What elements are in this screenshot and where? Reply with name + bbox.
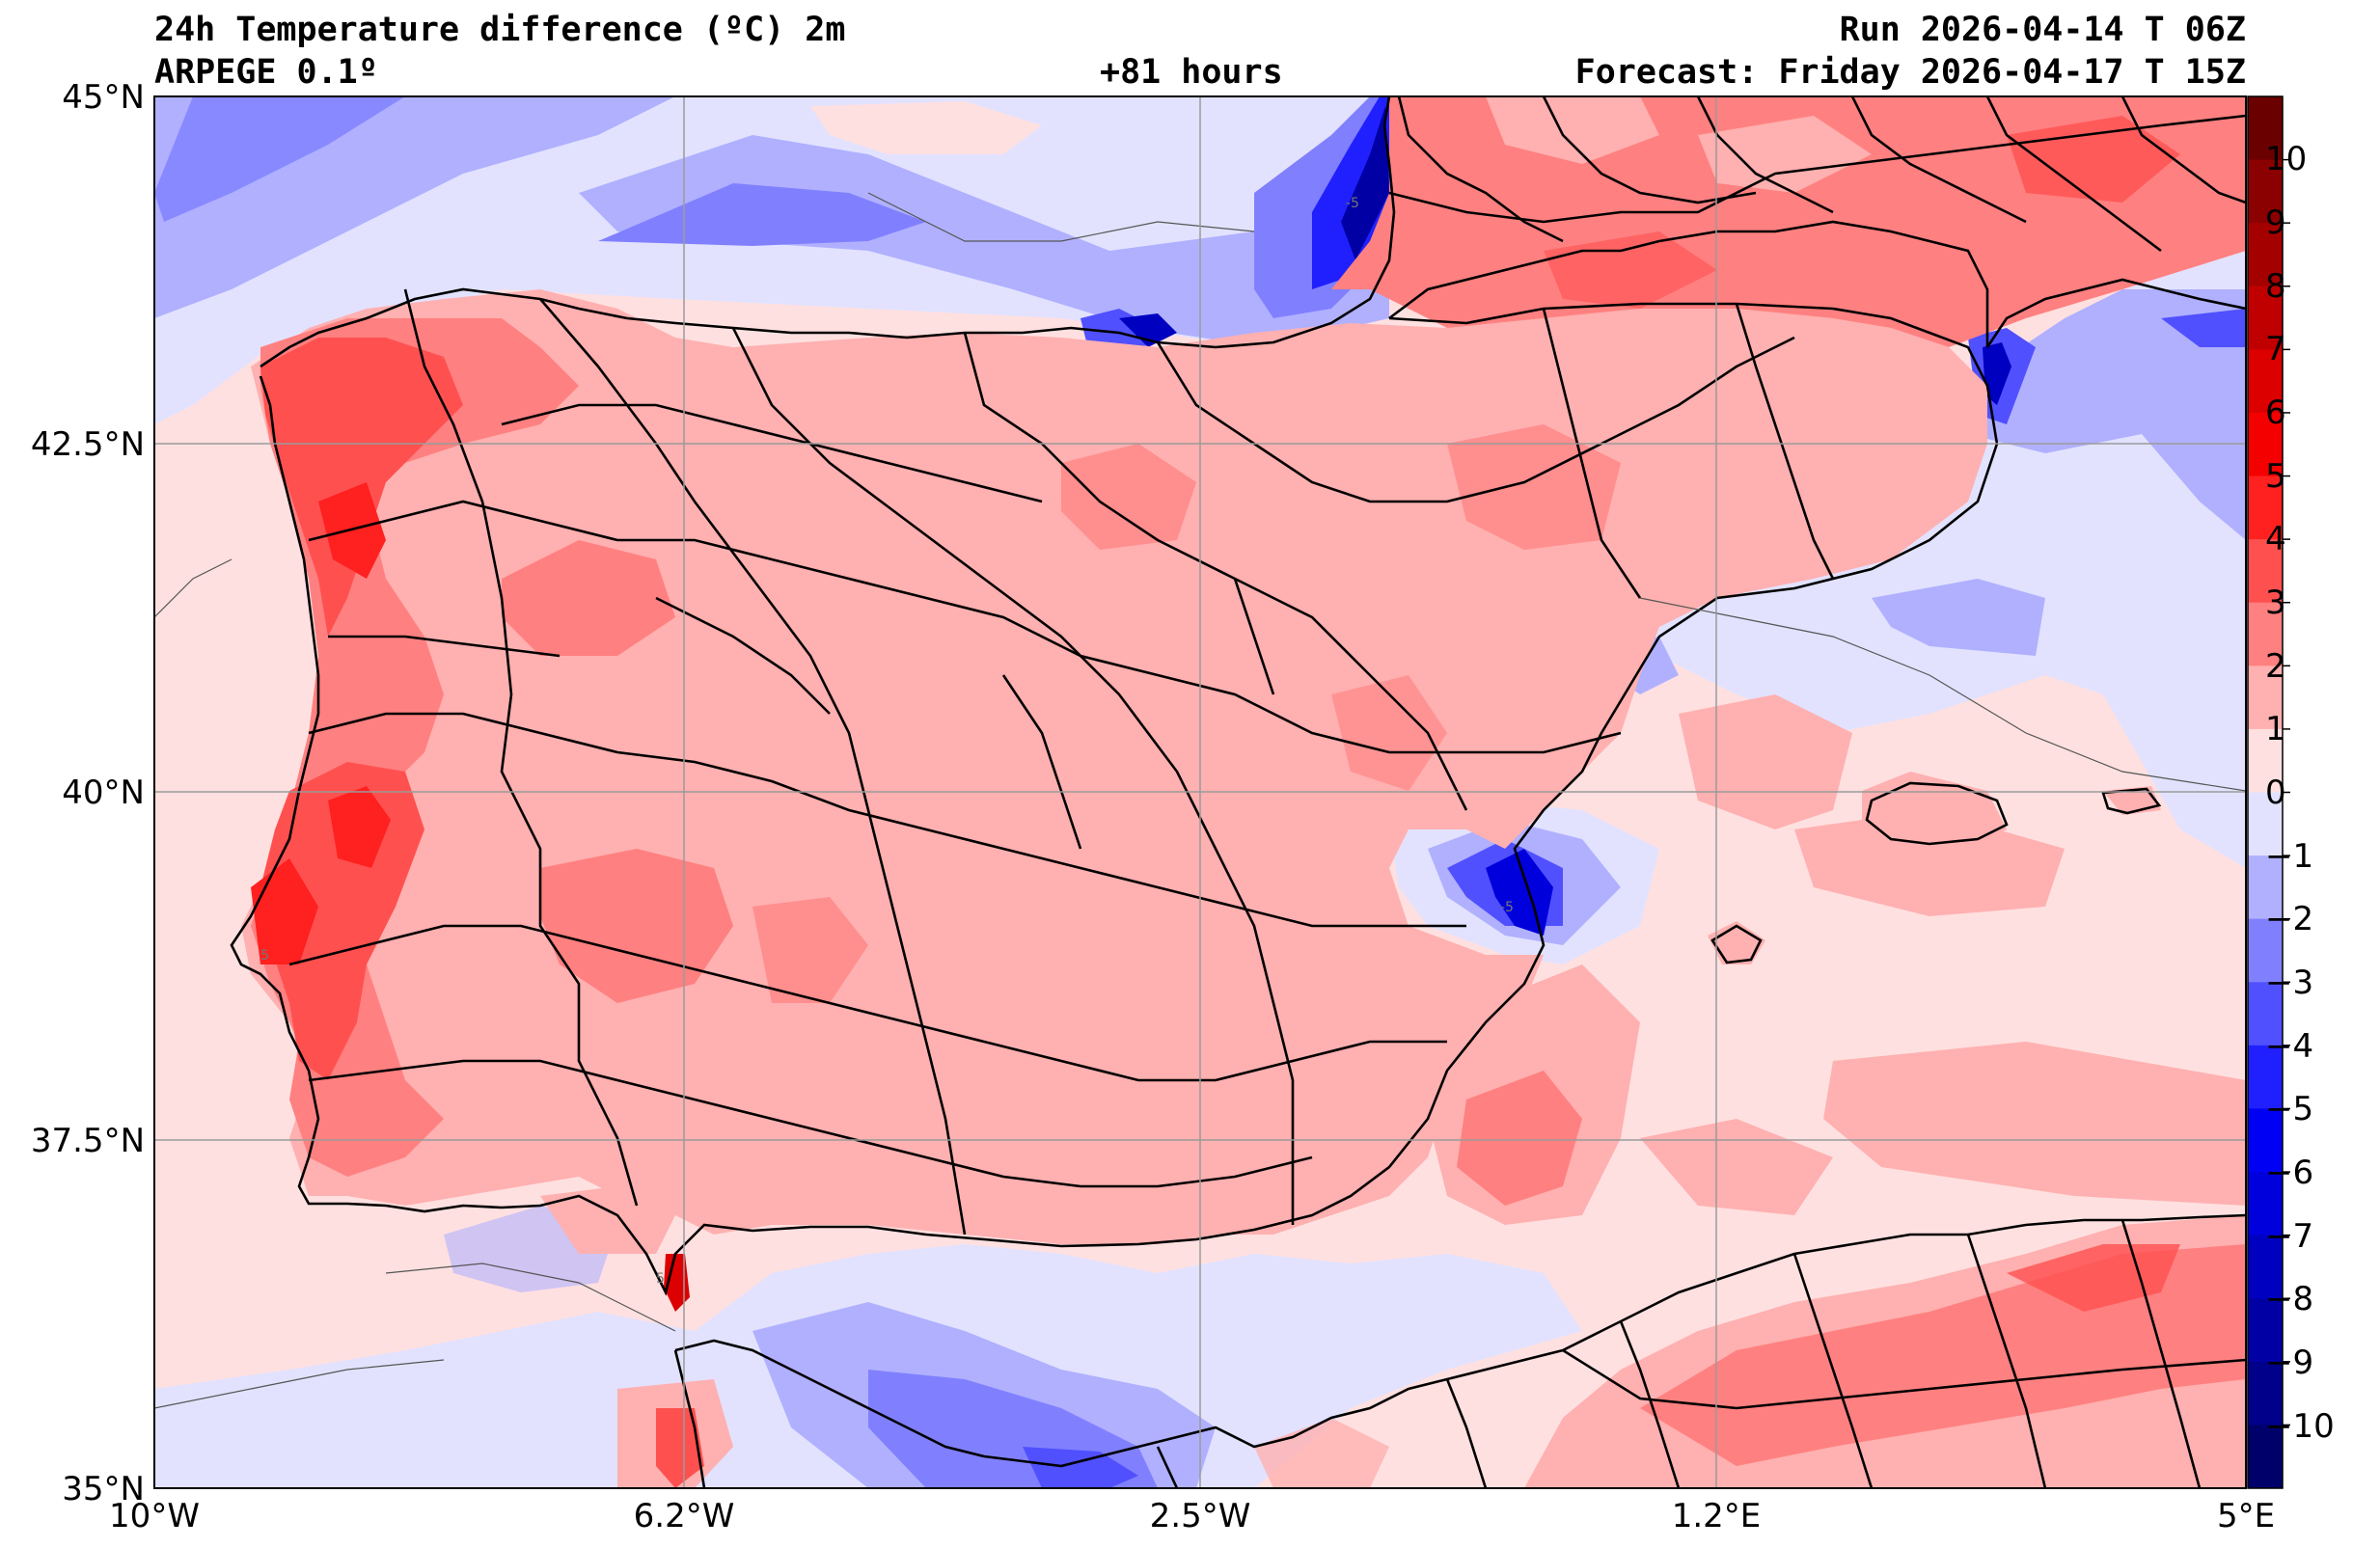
colorbar-tick-label: 8: [2265, 267, 2286, 306]
colorbar-frame: [2247, 95, 2284, 1489]
coastline: [230, 96, 2246, 1488]
run-time: Run 2026-04-14 T 06Z: [1839, 11, 2246, 49]
gridlines: [154, 96, 2246, 1488]
colorbar-tick-label: −1: [2265, 837, 2314, 876]
colorbar-segment: [2248, 159, 2283, 224]
colorbar-tick-label: 1: [2265, 710, 2286, 748]
colorbar-tick-label: −2: [2265, 900, 2314, 938]
colorbar-segment: [2248, 918, 2283, 983]
model-name: ARPEGE 0.1º: [154, 53, 378, 92]
colorbar-tick-label: 10: [2265, 140, 2308, 178]
colorbar-tick-label: 2: [2265, 647, 2286, 686]
colorbar-segment: [2248, 982, 2283, 1046]
colorbar-segment: [2248, 792, 2283, 856]
contour-lines: [154, 192, 2246, 1409]
colorbar-tick-label: −3: [2265, 964, 2314, 1002]
contour-label: 5: [260, 948, 269, 964]
colorbar-segment: [2248, 728, 2283, 793]
contour-label-group: -5 -5 5 5: [260, 196, 1514, 1287]
map-frame: [153, 95, 2247, 1489]
colorbar-segment: [2248, 602, 2283, 666]
colorbar-segment: [2248, 285, 2283, 350]
colorbar-segment: [2248, 475, 2283, 540]
colorbar-segment: [2248, 1425, 2283, 1489]
colorbar-segment: [2248, 1172, 2283, 1236]
colorbar-segment: [2248, 1235, 2283, 1299]
colorbar-tick-label: 7: [2265, 330, 2286, 368]
contour-label: -5: [1500, 900, 1514, 915]
colorbar-segment: [2248, 412, 2283, 477]
contour-label: 5: [656, 1271, 665, 1287]
colorbar-tick-label: 4: [2265, 520, 2286, 558]
colorbar-tick-label: −6: [2265, 1154, 2314, 1192]
colorbar: [2247, 95, 2290, 1489]
colorbar-tick-label: 3: [2265, 584, 2286, 622]
colorbar-tick-label: 0: [2265, 774, 2286, 812]
lon-tick-label: 2.5°W: [1149, 1497, 1251, 1535]
colorbar-tick-label: −9: [2265, 1344, 2314, 1382]
colorbar-tick-label: −4: [2265, 1027, 2314, 1066]
lon-tick-label: 1.2°E: [1671, 1497, 1762, 1535]
colorbar-tick-label: −7: [2265, 1217, 2314, 1256]
colorbar-segment: [2248, 1361, 2283, 1426]
lon-tick-label: 5°E: [2216, 1497, 2276, 1535]
colorbar-segment: [2248, 1108, 2283, 1173]
colorbar-segment: [2248, 96, 2283, 161]
chart-title: 24h Temperature difference (ºC) 2m: [154, 11, 846, 49]
lon-tick-label: 6.2°W: [633, 1497, 735, 1535]
colorbar-segment: [2248, 349, 2283, 414]
lat-tick-label: 42.5°N: [30, 425, 145, 464]
colorbar-segment: [2248, 855, 2283, 920]
colorbar-tick-label: −8: [2265, 1280, 2314, 1318]
colorbar-segment: [2248, 1298, 2283, 1363]
colorbar-segment: [2248, 665, 2283, 730]
lead-time: +81 hours: [1100, 53, 1283, 92]
colorbar-tick-label: 9: [2265, 204, 2286, 242]
colorbar-tick-label: −5: [2265, 1090, 2314, 1128]
colorbar-segment: [2248, 223, 2283, 287]
colorbar-segment: [2248, 539, 2283, 604]
colorbar-tick-label: 6: [2265, 394, 2286, 432]
lat-tick-label: 40°N: [62, 774, 145, 812]
lat-tick-label: 37.5°N: [30, 1122, 145, 1160]
colorbar-tick-label: −10: [2265, 1407, 2335, 1446]
forecast-time: Forecast: Friday 2026-04-17 T 15Z: [1574, 53, 2246, 92]
colorbar-segment: [2248, 1045, 2283, 1109]
colorbar-tick-label: 5: [2265, 457, 2286, 496]
lat-tick-label: 35°N: [62, 1470, 145, 1508]
lon-tick-label: 10°W: [109, 1497, 200, 1535]
lat-tick-label: 45°N: [62, 78, 145, 117]
contour-label: -5: [1346, 196, 1359, 211]
